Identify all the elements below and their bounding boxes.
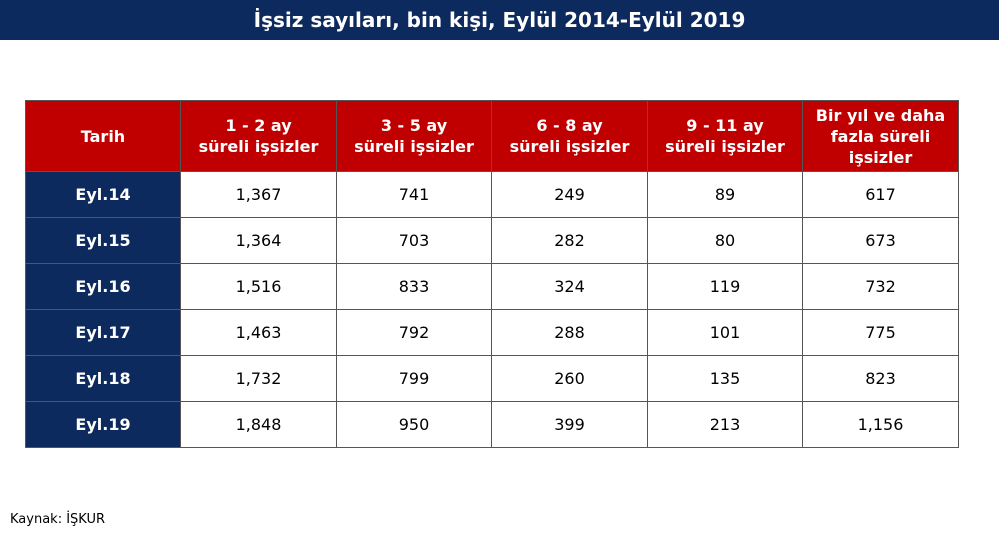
table-cell: 833	[336, 263, 492, 310]
data-table: Tarih 1 - 2 ay süreli işsizler 3 - 5 ay sü…	[25, 100, 959, 448]
table-cell: 823	[802, 355, 959, 402]
table-cell: 119	[647, 263, 803, 310]
table-row: Eyl.18 1,732 799 260 135 823	[25, 355, 959, 402]
column-header: 6 - 8 ay süreli işsizler	[491, 100, 648, 172]
table-cell: 80	[647, 217, 803, 264]
table-cell: 673	[802, 217, 959, 264]
column-header: Tarih	[25, 100, 181, 172]
column-header: 1 - 2 ay süreli işsizler	[180, 100, 337, 172]
table-cell: 617	[802, 171, 959, 218]
table-cell: 1,156	[802, 401, 959, 448]
column-header: Bir yıl ve daha fazla süreli işsizler	[802, 100, 959, 172]
table-cell: 1,364	[180, 217, 337, 264]
table-row: Eyl.17 1,463 792 288 101 775	[25, 309, 959, 356]
table-cell: 1,848	[180, 401, 337, 448]
table-cell: 799	[336, 355, 492, 402]
table-cell: 732	[802, 263, 959, 310]
table-cell: 282	[491, 217, 648, 264]
table-cell: 89	[647, 171, 803, 218]
source-note: Kaynak: İŞKUR	[10, 512, 106, 527]
table-row: Eyl.19 1,848 950 399 213 1,156	[25, 401, 959, 448]
row-label: Eyl.19	[25, 401, 181, 448]
table-cell: 249	[491, 171, 648, 218]
table-row: Eyl.16 1,516 833 324 119 732	[25, 263, 959, 310]
column-header: 9 - 11 ay süreli işsizler	[647, 100, 803, 172]
row-label: Eyl.17	[25, 309, 181, 356]
row-label: Eyl.16	[25, 263, 181, 310]
table-cell: 1,463	[180, 309, 337, 356]
table-cell: 703	[336, 217, 492, 264]
row-label: Eyl.18	[25, 355, 181, 402]
table-cell: 1,732	[180, 355, 337, 402]
table-cell: 101	[647, 309, 803, 356]
table-body: Eyl.14 1,367 741 249 89 617 Eyl.15 1,364 703 282 8…	[25, 171, 959, 448]
table-cell: 741	[336, 171, 492, 218]
table-row: Eyl.14 1,367 741 249 89 617	[25, 171, 959, 218]
table-cell: 213	[647, 401, 803, 448]
table-cell: 324	[491, 263, 648, 310]
table-cell: 775	[802, 309, 959, 356]
table-cell: 135	[647, 355, 803, 402]
table-cell: 1,516	[180, 263, 337, 310]
title-bar: İşsiz sayıları, bin kişi, Eylül 2014-Eyl…	[0, 0, 999, 40]
row-label: Eyl.15	[25, 217, 181, 264]
table-cell: 288	[491, 309, 648, 356]
table-cell: 950	[336, 401, 492, 448]
column-header: 3 - 5 ay süreli işsizler	[336, 100, 492, 172]
table-row: Eyl.15 1,364 703 282 80 673	[25, 217, 959, 264]
row-label: Eyl.14	[25, 171, 181, 218]
table-cell: 792	[336, 309, 492, 356]
table-cell: 1,367	[180, 171, 337, 218]
table-cell: 399	[491, 401, 648, 448]
table-cell: 260	[491, 355, 648, 402]
header-row: Tarih 1 - 2 ay süreli işsizler 3 - 5 ay sü…	[25, 100, 959, 172]
